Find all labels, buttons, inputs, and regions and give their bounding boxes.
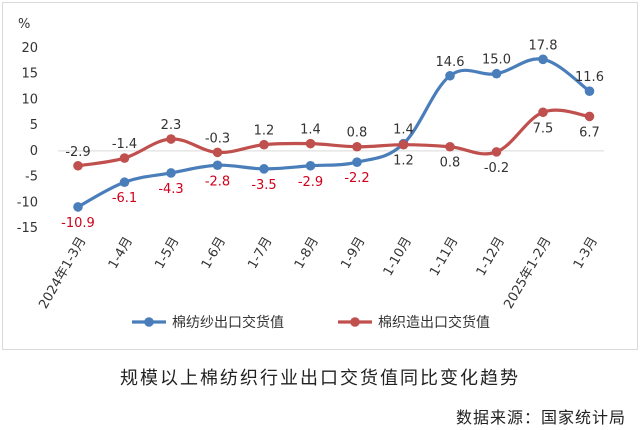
series-1-point bbox=[352, 157, 362, 167]
chart-title: 规模以上棉纺织行业出口交货值同比变化趋势 bbox=[120, 368, 520, 389]
series-layer bbox=[73, 54, 595, 212]
series-2-point bbox=[352, 141, 362, 152]
y-tick-label: 5 bbox=[30, 118, 38, 133]
series-2-point bbox=[73, 160, 83, 171]
x-tick-label: 1-4月 bbox=[106, 235, 136, 272]
series-1-point bbox=[73, 202, 83, 212]
series-2-point bbox=[166, 134, 176, 144]
y-tick-label: 0 bbox=[30, 144, 38, 159]
x-tick-label: 1-3月 bbox=[571, 235, 601, 272]
data-label: 15.0 bbox=[482, 53, 511, 68]
data-label: 1.4 bbox=[393, 123, 414, 138]
series-1-point bbox=[119, 177, 130, 188]
data-label: 2.3 bbox=[161, 118, 182, 133]
data-label: 1.2 bbox=[254, 124, 275, 139]
x-tick-label: 1-7月 bbox=[245, 235, 275, 272]
series-1-point bbox=[445, 70, 455, 81]
series-line-2 bbox=[76, 108, 592, 168]
series-2-point bbox=[398, 139, 409, 150]
x-tick-label: 1-6月 bbox=[199, 235, 229, 272]
data-label: 1.4 bbox=[300, 123, 321, 138]
data-label: -2.2 bbox=[344, 171, 369, 186]
series-1-point bbox=[491, 68, 502, 79]
x-tick-label: 2024年1-3月 bbox=[36, 235, 89, 312]
series-2-point bbox=[491, 147, 502, 157]
series-2-point bbox=[259, 139, 269, 150]
series-1-point bbox=[305, 160, 316, 171]
y-tick-label: -10 bbox=[17, 195, 38, 210]
data-label: -2.9 bbox=[65, 145, 90, 160]
y-tick-label: -15 bbox=[17, 221, 38, 236]
x-tick-label: 2025年1-2月 bbox=[501, 235, 554, 312]
series-1-point bbox=[584, 86, 595, 96]
y-tick-label: 15 bbox=[21, 67, 38, 82]
chart-source: 数据来源：国家统计局 bbox=[455, 408, 626, 427]
x-tick-label: 1-9月 bbox=[338, 235, 368, 272]
data-label: 14.6 bbox=[436, 55, 465, 70]
data-label: -0.3 bbox=[205, 131, 230, 146]
series-1-point bbox=[259, 164, 269, 174]
data-label: 0.8 bbox=[440, 156, 461, 171]
series-2-point bbox=[538, 107, 548, 118]
series-2-point bbox=[305, 138, 316, 149]
legend-label-1: 棉纺纱出口交货值 bbox=[172, 314, 284, 331]
legend-marker-1 bbox=[144, 317, 154, 327]
series-1-point bbox=[538, 54, 548, 65]
legend-marker-2 bbox=[350, 317, 360, 327]
x-tick-label: 1-5月 bbox=[152, 235, 182, 272]
data-label: -0.2 bbox=[484, 161, 509, 176]
data-label: 11.6 bbox=[575, 70, 604, 85]
legend-label-2: 棉织造出口交货值 bbox=[378, 314, 490, 331]
data-label: -3.5 bbox=[251, 178, 276, 193]
series-2-point bbox=[445, 141, 455, 152]
data-label: -2.9 bbox=[298, 175, 323, 190]
y-tick-label: 10 bbox=[21, 92, 38, 107]
data-label: -2.8 bbox=[205, 174, 230, 189]
data-label: 1.2 bbox=[393, 154, 414, 169]
data-labels: -10.9 -2.9 -6.1 -1.4 -4.3 2.3 -2.8 -0.3 -3.5 1.2 -… bbox=[61, 38, 604, 231]
y-tick-label: -5 bbox=[25, 170, 38, 185]
series-1-point bbox=[212, 160, 223, 171]
series-line-1 bbox=[76, 57, 592, 209]
data-label: -6.1 bbox=[112, 191, 137, 206]
data-label: 17.8 bbox=[529, 38, 558, 53]
x-tick-label: 1-10月 bbox=[381, 235, 415, 279]
series-2-point bbox=[119, 153, 130, 163]
series-1-point bbox=[166, 168, 176, 178]
data-label: -1.4 bbox=[112, 137, 137, 152]
y-unit-label: % bbox=[18, 17, 30, 32]
y-tick-label: 20 bbox=[21, 41, 38, 56]
data-label: -4.3 bbox=[158, 182, 183, 197]
x-tick-label: 1-12月 bbox=[474, 235, 508, 279]
series-2-point bbox=[584, 111, 595, 122]
data-label: 0.8 bbox=[347, 126, 368, 141]
data-label: 6.7 bbox=[579, 125, 600, 140]
series-2-point bbox=[212, 147, 223, 158]
x-tick-label: 1-8月 bbox=[292, 235, 322, 272]
x-tick-label: 1-11月 bbox=[427, 235, 461, 279]
data-label: -10.9 bbox=[61, 216, 95, 231]
data-label: 7.5 bbox=[533, 121, 554, 136]
legend: 棉纺纱出口交货值 棉织造出口交货值 bbox=[132, 314, 490, 331]
